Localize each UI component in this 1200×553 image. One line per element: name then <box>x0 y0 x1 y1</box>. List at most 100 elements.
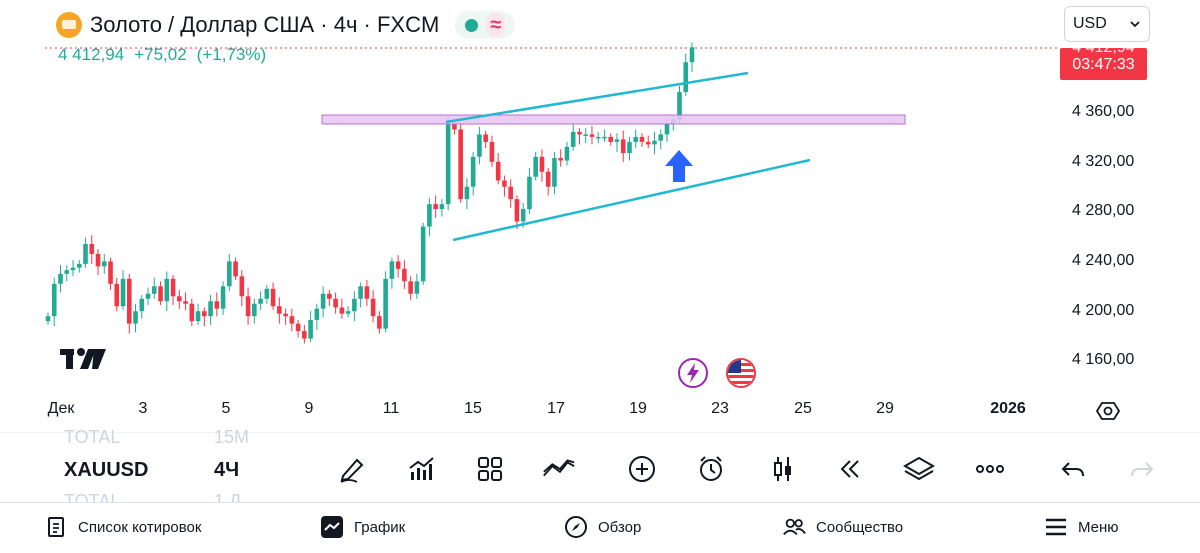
undo-button[interactable] <box>1055 451 1091 487</box>
channel-upper-line <box>445 71 749 124</box>
chart-icon <box>320 515 344 539</box>
candle-body <box>489 141 495 162</box>
candle-body <box>377 316 382 329</box>
redo-button[interactable] <box>1124 451 1160 487</box>
candle-body <box>76 263 82 268</box>
candle-body <box>433 204 438 210</box>
candle-body <box>358 286 363 299</box>
candlestick-icon <box>774 457 791 481</box>
gold-coin-icon <box>56 12 82 38</box>
layers-button[interactable] <box>901 451 937 487</box>
chart-type-button[interactable] <box>765 451 801 487</box>
candle-body <box>364 286 370 299</box>
x-tick-label: 25 <box>794 400 812 417</box>
y-tick-label: 4 200,00 <box>1072 302 1135 319</box>
more-button[interactable] <box>972 451 1008 487</box>
alarm-clock-icon <box>700 456 722 481</box>
candle-body <box>583 134 589 136</box>
price-chart[interactable] <box>0 0 1160 400</box>
candle-body <box>51 283 57 317</box>
candle-body <box>302 331 307 339</box>
indicators-button[interactable] <box>403 451 439 487</box>
replay-button[interactable] <box>832 451 868 487</box>
nav-watchlist-label: Список котировок <box>78 518 202 536</box>
candle-body <box>158 286 163 302</box>
candle-body <box>614 139 620 142</box>
candle-body <box>339 307 345 314</box>
candle-body <box>577 131 582 135</box>
candle-body <box>352 298 357 312</box>
layers-icon <box>902 456 936 481</box>
nav-community-label: Сообщество <box>816 518 904 536</box>
nav-community[interactable]: Сообщество <box>782 515 903 539</box>
x-tick-label: 3 <box>138 400 148 417</box>
candle-body <box>589 134 595 137</box>
x-tick-label: 15 <box>464 400 482 417</box>
candle-body <box>170 278 176 297</box>
candle-body <box>177 296 182 302</box>
ghost-symbol-prev: TOTAL <box>64 427 121 447</box>
candle-body <box>308 319 313 339</box>
lightning-event-icon[interactable] <box>678 358 708 388</box>
candle-body <box>527 176 532 210</box>
resistance-zone <box>321 114 906 125</box>
candle-body <box>664 124 670 135</box>
price-axis[interactable]: 4 360,00 4 320,00 4 280,00 4 240,00 4 20… <box>1060 0 1160 400</box>
candle-body <box>445 124 451 205</box>
x-tick-label: 11 <box>382 400 400 417</box>
candle-body <box>639 136 645 142</box>
us-flag-event-icon[interactable] <box>726 358 756 388</box>
y-tick-label: 4 360,00 <box>1072 103 1135 120</box>
compare-button[interactable] <box>541 451 577 487</box>
plus-circle-icon <box>629 456 655 482</box>
candle-body <box>645 141 651 145</box>
currency-select[interactable]: USD <box>1064 6 1150 42</box>
price-change: +75,02 <box>134 45 187 64</box>
x-tick-label: 19 <box>629 400 647 417</box>
candle-body <box>383 278 388 329</box>
candle-body <box>427 204 432 227</box>
candle-body <box>183 301 188 304</box>
candle-body <box>70 267 76 271</box>
candle-body <box>89 243 95 254</box>
candle-body <box>245 296 251 317</box>
nav-menu[interactable]: Меню <box>1044 515 1119 539</box>
x-tick-label: 9 <box>304 400 314 417</box>
symbol-timeframe-selector[interactable]: TOTAL 15M XAUUSD 4Ч TOTAL 1 Д <box>64 427 304 503</box>
nav-chart[interactable]: График <box>320 515 405 539</box>
market-status-pill[interactable]: ≈ <box>455 11 516 39</box>
candle-body <box>264 288 270 299</box>
compass-icon <box>564 515 588 539</box>
nav-watchlist[interactable]: Список котировок <box>44 515 201 539</box>
candle-body <box>114 283 120 307</box>
candle-body <box>520 209 526 222</box>
candle-body <box>389 261 395 279</box>
candle-body <box>689 47 695 63</box>
layouts-button[interactable] <box>472 451 508 487</box>
add-button[interactable] <box>624 451 660 487</box>
timeframe-label[interactable]: 4Ч <box>214 459 240 481</box>
symbol-label[interactable]: XAUUSD <box>64 459 149 481</box>
currency-value: USD <box>1073 15 1107 32</box>
nav-explore[interactable]: Обзор <box>564 515 641 539</box>
nav-chart-label: График <box>354 518 406 536</box>
symbol-header: Золото / Доллар США · 4ч · FXCM ≈ <box>56 8 516 42</box>
candle-body <box>126 278 132 324</box>
candle-body <box>83 243 88 264</box>
candle-body <box>345 311 351 314</box>
candle-body <box>283 313 288 317</box>
x-tick-label: 29 <box>876 400 894 417</box>
tradingview-logo-icon <box>60 348 106 369</box>
tradingview-logo <box>60 346 106 378</box>
candle-body <box>164 278 170 302</box>
candle-body <box>595 136 601 139</box>
symbol-title[interactable]: Золото / Доллар США · 4ч · FXCM <box>90 12 440 37</box>
chart-settings-icon[interactable] <box>1096 399 1120 423</box>
candle-body <box>508 186 513 200</box>
drawing-tools-button[interactable] <box>334 451 370 487</box>
candle-body <box>258 298 263 304</box>
time-axis[interactable]: Дек 3 5 9 11 15 17 19 23 25 29 2026 <box>0 400 1160 424</box>
candles-group <box>45 42 695 344</box>
alert-button[interactable] <box>693 451 729 487</box>
candle-body <box>539 156 545 172</box>
